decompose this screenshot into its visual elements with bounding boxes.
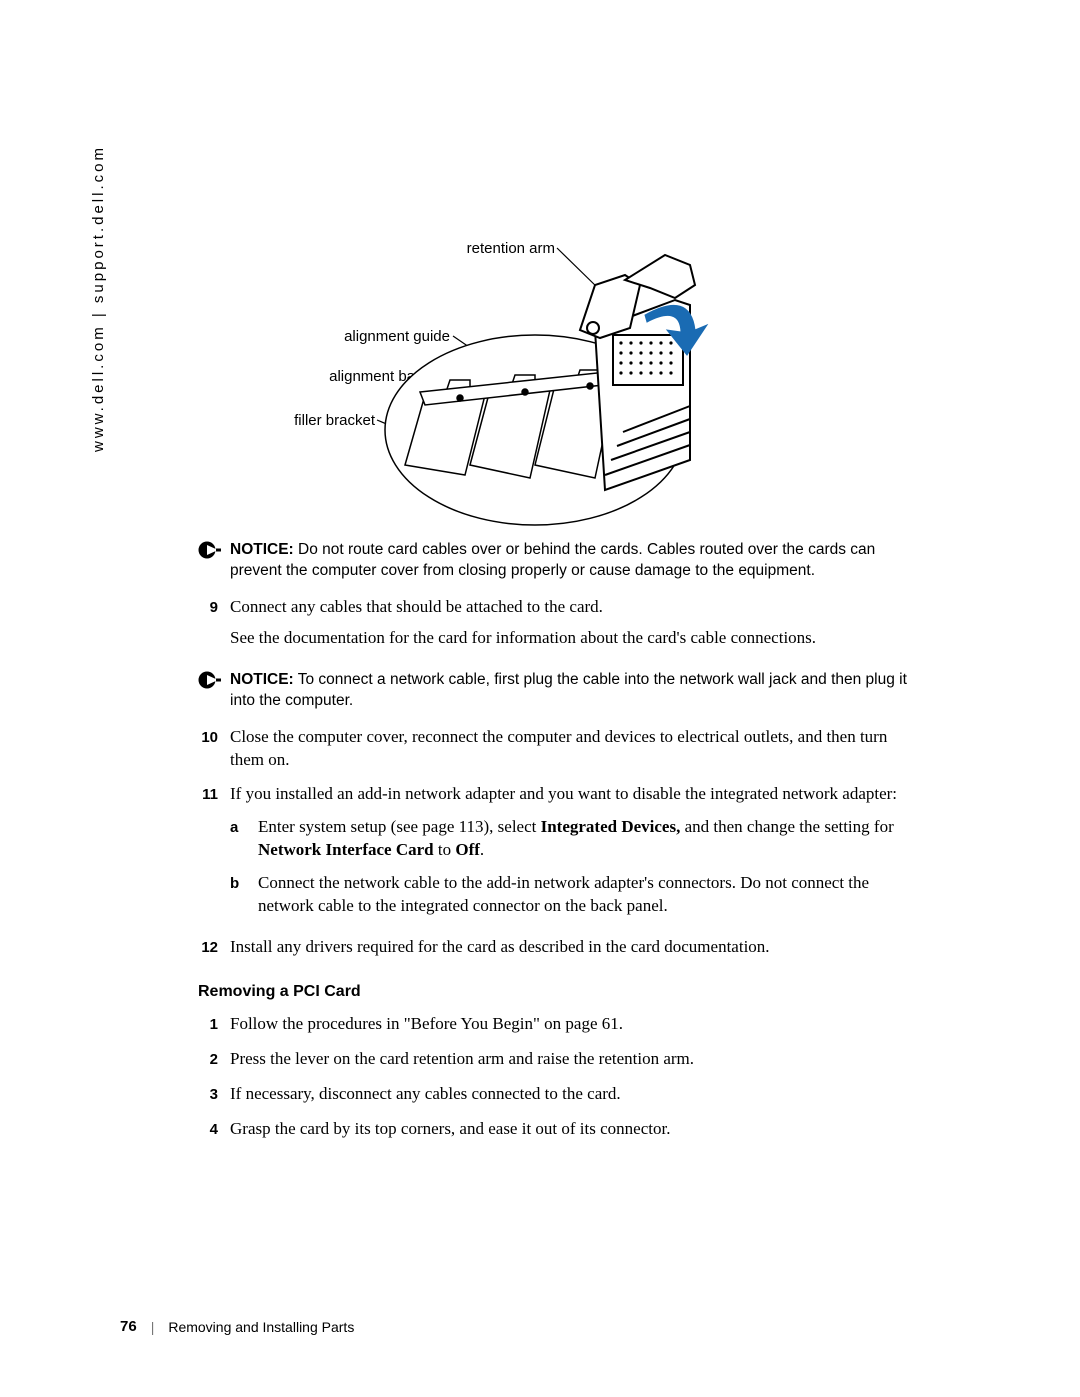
step-body: Connect any cables that should be attach… bbox=[230, 596, 918, 658]
t: Enter system setup (see page 113), selec… bbox=[258, 817, 541, 836]
pci-diagram: retention arm alignment guide alignment … bbox=[295, 230, 835, 530]
step-body: Follow the procedures in "Before You Beg… bbox=[230, 1013, 918, 1036]
content-column: NOTICE: Do not route card cables over or… bbox=[198, 540, 918, 1153]
sub-num: b bbox=[230, 872, 258, 918]
step-9: 9 Connect any cables that should be atta… bbox=[198, 596, 918, 658]
step-body: Install any drivers required for the car… bbox=[230, 936, 918, 959]
step-list-bottom: 10 Close the computer cover, reconnect t… bbox=[198, 726, 918, 960]
step-11a: a Enter system setup (see page 113), sel… bbox=[230, 816, 918, 862]
step-num: 4 bbox=[198, 1118, 230, 1141]
step-list-top: 9 Connect any cables that should be atta… bbox=[198, 596, 918, 658]
step-body: Close the computer cover, reconnect the … bbox=[230, 726, 918, 772]
step-10: 10 Close the computer cover, reconnect t… bbox=[198, 726, 918, 772]
page: www.dell.com | support.dell.com retentio… bbox=[0, 0, 1080, 1397]
step-body: Grasp the card by its top corners, and e… bbox=[230, 1118, 918, 1141]
removal-list: 1 Follow the procedures in "Before You B… bbox=[198, 1013, 918, 1141]
notice-icon bbox=[198, 671, 222, 689]
step-body: If necessary, disconnect any cables conn… bbox=[230, 1083, 918, 1106]
t: Integrated Devices, bbox=[541, 817, 681, 836]
removal-1: 1 Follow the procedures in "Before You B… bbox=[198, 1013, 918, 1036]
step-num: 3 bbox=[198, 1083, 230, 1106]
removal-2: 2 Press the lever on the card retention … bbox=[198, 1048, 918, 1071]
footer-divider: | bbox=[151, 1319, 155, 1335]
step-11: 11 If you installed an add-in network ad… bbox=[198, 783, 918, 924]
notice-1-body: Do not route card cables over or behind … bbox=[230, 541, 875, 579]
step-9-line2: See the documentation for the card for i… bbox=[230, 627, 918, 650]
t: and then change the setting for bbox=[680, 817, 893, 836]
page-footer: 76 | Removing and Installing Parts bbox=[120, 1318, 354, 1335]
step-12: 12 Install any drivers required for the … bbox=[198, 936, 918, 959]
notice-icon bbox=[198, 541, 222, 559]
step-11-intro: If you installed an add-in network adapt… bbox=[230, 784, 897, 803]
step-9-line1: Connect any cables that should be attach… bbox=[230, 596, 918, 619]
notice-label: NOTICE: bbox=[230, 541, 294, 558]
notice-2-body: To connect a network cable, first plug t… bbox=[230, 671, 907, 709]
notice-1: NOTICE: Do not route card cables over or… bbox=[198, 540, 918, 582]
sidebar-url: www.dell.com | support.dell.com bbox=[90, 145, 107, 452]
removal-3: 3 If necessary, disconnect any cables co… bbox=[198, 1083, 918, 1106]
step-num: 10 bbox=[198, 726, 230, 772]
step-num: 12 bbox=[198, 936, 230, 959]
diagram-svg bbox=[295, 230, 835, 530]
sub-body: Enter system setup (see page 113), selec… bbox=[258, 816, 918, 862]
step-num: 2 bbox=[198, 1048, 230, 1071]
sub-body: Connect the network cable to the add-in … bbox=[258, 872, 918, 918]
t: Network Interface Card bbox=[258, 840, 434, 859]
step-11b: b Connect the network cable to the add-i… bbox=[230, 872, 918, 918]
sub-num: a bbox=[230, 816, 258, 862]
notice-2: NOTICE: To connect a network cable, firs… bbox=[198, 670, 918, 712]
step-num: 1 bbox=[198, 1013, 230, 1036]
step-num: 9 bbox=[198, 596, 230, 658]
removal-4: 4 Grasp the card by its top corners, and… bbox=[198, 1118, 918, 1141]
step-body: If you installed an add-in network adapt… bbox=[230, 783, 918, 924]
heading-removing-pci: Removing a PCI Card bbox=[198, 983, 918, 1001]
t: . bbox=[480, 840, 484, 859]
step-body: Press the lever on the card retention ar… bbox=[230, 1048, 918, 1071]
page-number: 76 bbox=[120, 1318, 137, 1335]
notice-1-text: NOTICE: Do not route card cables over or… bbox=[230, 540, 918, 582]
t: to bbox=[434, 840, 456, 859]
step-num: 11 bbox=[198, 783, 230, 924]
notice-label: NOTICE: bbox=[230, 671, 294, 688]
section-title: Removing and Installing Parts bbox=[168, 1319, 354, 1335]
t: Off bbox=[455, 840, 480, 859]
notice-2-text: NOTICE: To connect a network cable, firs… bbox=[230, 670, 918, 712]
